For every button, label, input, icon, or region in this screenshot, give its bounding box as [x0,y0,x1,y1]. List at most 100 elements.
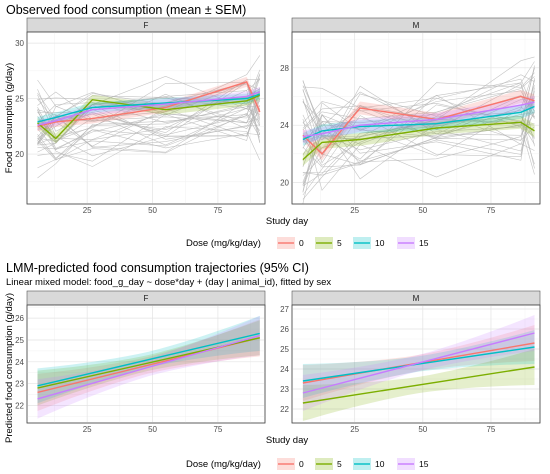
y-tick-label: 25 [15,336,24,345]
predicted-x-axis-title: Study day [266,435,308,446]
plot-area [292,305,540,423]
observed-legend-title: Dose (mg/kg/day) [186,238,261,249]
observed-x-axis-title: Study day [266,216,308,227]
mean-line-dose-15 [37,91,261,126]
x-tick-label: 50 [418,206,427,215]
x-tick-label: 50 [148,425,157,434]
legend-label-dose-10: 10 [375,459,385,469]
y-tick-label: 24 [280,121,289,130]
individual-trace [302,95,535,186]
y-tick-label: 26 [15,314,24,323]
individual-trace [302,85,535,156]
x-tick-label: 75 [486,206,495,215]
individual-trace [302,80,535,174]
predicted-chart-subtitle: Linear mixed model: food_g_day ~ dose*da… [6,277,331,288]
mean-line-dose-0 [302,95,535,155]
plot-area [27,32,265,204]
individual-trace [302,65,535,128]
plot-area [292,32,540,204]
individual-trace [302,68,535,157]
observed-facet-F: F 25 50 75 20 25 30 [15,17,266,215]
y-tick-label: 25 [280,345,289,354]
mean-line-dose-0 [37,81,261,127]
sem-ribbon-dose-5 [37,90,260,144]
legend-label-dose-0: 0 [299,459,304,469]
y-tick-label: 20 [280,179,289,188]
mean-line-dose-15 [302,101,535,138]
observed-facet-M: M 25 50 75 20 24 28 [280,17,541,215]
individual-trace [37,103,261,159]
predicted-y-axis-title: Predicted food consumption (g/day) [4,293,15,443]
individual-trace [37,73,261,139]
y-tick-label: 22 [280,405,289,414]
plot-area [27,305,265,423]
individual-trace [37,112,261,169]
individual-trace [302,88,535,166]
y-tick-label: 28 [280,64,289,73]
predicted-facet-F: F 25 50 75 22 23 24 25 26 [15,290,266,434]
individual-trace [302,82,535,166]
panel-border [26,304,266,424]
predicted-line-dose-15 [302,332,535,394]
x-tick-label: 25 [350,425,359,434]
panel-border [26,31,266,205]
individual-trace [302,90,535,192]
facet-strip-label: M [413,21,420,30]
facet-strip-label: F [144,294,149,303]
individual-trace [37,100,261,153]
panel-border [291,31,541,205]
sem-ribbon-dose-0 [37,76,260,132]
x-tick-label: 75 [213,206,222,215]
individual-trace [37,79,261,121]
individual-trace [302,74,535,176]
observed-legend: Dose (mg/kg/day) 0 5 10 15 [186,237,429,249]
sem-ribbon-dose-15 [37,86,260,131]
predicted-line-dose-0 [37,337,260,394]
predicted-legend-title: Dose (mg/kg/day) [186,459,261,470]
individual-trace [37,116,260,145]
y-tick-label: 26 [280,325,289,334]
legend-label-dose-15: 15 [419,238,429,248]
predicted-chart: LMM-predicted food consumption trajector… [4,261,541,470]
predicted-chart-title: LMM-predicted food consumption trajector… [6,261,309,275]
predicted-line-dose-5 [302,366,535,404]
sem-ribbon-dose-5 [302,115,535,166]
individual-trace [37,109,261,167]
panel-border [291,304,541,424]
y-tick-label: 22 [15,402,24,411]
x-tick-label: 25 [83,206,92,215]
predicted-line-dose-15 [37,334,260,400]
individual-trace [37,97,261,143]
observed-chart-title: Observed food consumption (mean ± SEM) [6,3,246,17]
mean-line-dose-10 [302,105,535,141]
individual-trace [302,61,535,149]
individual-trace [302,78,535,138]
y-tick-label: 24 [15,358,24,367]
legend-label-dose-15: 15 [419,459,429,469]
legend-label-dose-5: 5 [337,238,342,248]
y-tick-label: 20 [15,150,24,159]
y-tick-label: 27 [280,305,289,314]
observed-y-axis-title: Food consumption (g/day) [4,63,15,173]
individual-trace [37,104,261,146]
individual-trace [302,80,535,135]
y-tick-label: 25 [15,95,24,104]
legend-label-dose-0: 0 [299,238,304,248]
y-tick-label: 30 [15,39,24,48]
individual-trace [37,91,261,145]
individual-trace [302,90,535,196]
sem-ribbon-dose-10 [302,100,535,146]
predicted-facet-M: M 25 50 75 22 23 24 25 26 27 [280,290,541,434]
x-tick-label: 50 [418,425,427,434]
legend-label-dose-5: 5 [337,459,342,469]
individual-trace [302,99,535,161]
mean-line-dose-10 [37,93,261,123]
individual-trace [37,93,261,147]
individual-trace [302,83,535,130]
predicted-line-dose-10 [302,346,535,382]
facet-strip-label: F [144,21,149,30]
x-tick-label: 25 [83,425,92,434]
individual-trace [37,79,260,134]
y-tick-label: 23 [15,380,24,389]
mean-line-dose-5 [302,121,535,161]
